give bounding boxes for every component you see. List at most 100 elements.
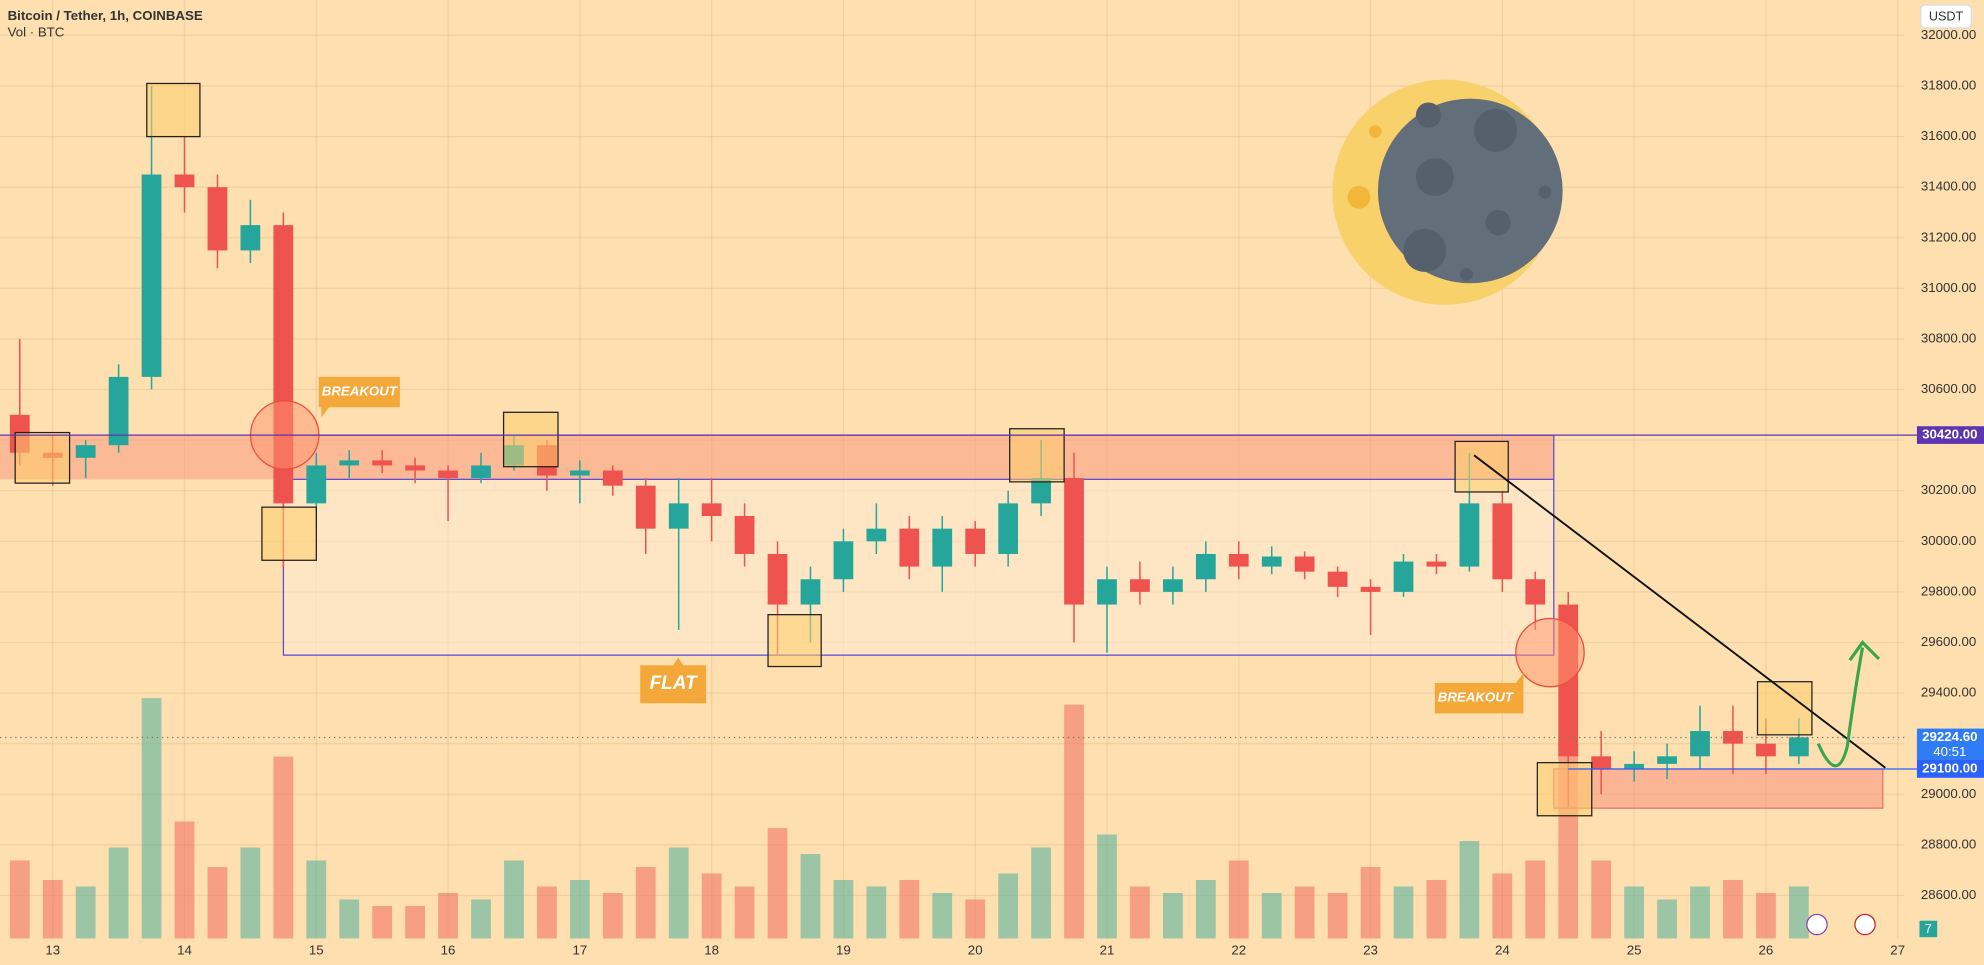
countdown: 40:51 (1933, 744, 1966, 759)
chart-title: Bitcoin / Tether, 1h, COINBASE (8, 8, 203, 23)
x-tick-label: 24 (1495, 943, 1510, 958)
candle-body (1097, 579, 1117, 605)
flag-icon[interactable] (1854, 913, 1876, 936)
price-tag (1916, 760, 1984, 778)
volume-bar (471, 899, 491, 939)
y-tick-label: 30200.00 (1921, 482, 1976, 497)
y-tick-label: 29000.00 (1921, 786, 1976, 801)
volume-bar (998, 873, 1019, 939)
volume-bar (1360, 866, 1381, 939)
candle-body (141, 174, 162, 377)
candle-body (405, 465, 426, 471)
y-tick-label: 29600.00 (1921, 634, 1976, 649)
volume-bar (1426, 879, 1447, 939)
volume-bar (569, 879, 590, 939)
candle-body (569, 470, 590, 476)
y-tick-label: 29400.00 (1921, 685, 1976, 700)
annotation: FLAT (650, 673, 698, 694)
annotation-bubble (640, 657, 707, 704)
candle-body (668, 503, 689, 529)
x-tick-label: 16 (441, 943, 456, 958)
x-tick-label: 18 (704, 943, 719, 958)
highlight-box (767, 614, 822, 668)
candle-body (372, 460, 393, 466)
y-tick-label: 31200.00 (1921, 229, 1976, 244)
y-tick-label: 30800.00 (1921, 330, 1976, 345)
volume-bar (1459, 841, 1480, 939)
volume-bar (1624, 886, 1645, 939)
y-tick-label: 28600.00 (1921, 887, 1976, 902)
currency-label[interactable]: USDT (1929, 9, 1964, 23)
trend-line (1473, 454, 1886, 769)
volume-bar (42, 879, 63, 939)
volume-bar (1064, 704, 1084, 939)
lightning-icon[interactable] (1806, 913, 1828, 936)
volume-bar (965, 899, 986, 939)
volume-bar (339, 899, 360, 939)
annotation: BREAKOUT (1438, 690, 1515, 705)
candle-body (932, 528, 953, 567)
price-tag-label: 29224.60 (1922, 729, 1977, 744)
projection-arrow (1816, 647, 1865, 768)
candle-body (1723, 731, 1743, 744)
badge-label[interactable]: 7 (1925, 922, 1932, 936)
candle-body (1624, 763, 1645, 769)
volume-bar (438, 892, 458, 939)
x-tick-label: 17 (572, 943, 587, 958)
y-tick-label: 30000.00 (1921, 533, 1976, 548)
highlight-box (261, 506, 317, 561)
volume-bar (1327, 892, 1348, 939)
volume-bar (1294, 886, 1315, 939)
volume-bar (1097, 834, 1117, 939)
candle-body (800, 579, 821, 605)
volume-bar (108, 847, 129, 939)
candle-body (1064, 478, 1084, 605)
x-tick-label: 15 (309, 943, 324, 958)
volume-bar (1162, 892, 1183, 939)
highlight-box (1536, 762, 1593, 817)
price-tag-label: 29100.00 (1922, 760, 1977, 775)
candle-body (174, 174, 195, 188)
x-tick-label: 26 (1759, 943, 1774, 958)
volume-bar (1525, 860, 1546, 939)
highlight-box (1454, 440, 1509, 493)
candle-body (833, 541, 854, 580)
volume-bar (932, 892, 953, 939)
candle-body (108, 376, 129, 446)
volume-bar (1492, 873, 1513, 939)
candle-body (471, 465, 491, 479)
x-tick-label: 25 (1627, 943, 1642, 958)
candle-body (635, 485, 656, 529)
candle-body (602, 470, 623, 486)
candle-body (339, 460, 360, 466)
candle-body (240, 225, 261, 251)
candle-body (701, 503, 722, 517)
y-tick-label: 31800.00 (1921, 78, 1976, 93)
highlight-box (1009, 428, 1065, 483)
volume-bar (1228, 860, 1249, 939)
volume-bar (1591, 860, 1612, 939)
candle-body (1294, 556, 1315, 572)
y-tick-label: 29800.00 (1921, 583, 1976, 598)
volume-bar (1756, 892, 1776, 939)
badge[interactable] (1919, 920, 1938, 938)
volume-bar (141, 698, 162, 939)
volume-bar (174, 821, 195, 939)
highlight-box (1756, 681, 1813, 736)
volume-bar (537, 886, 557, 939)
price-tag (1916, 426, 1984, 444)
volume-bar (9, 860, 30, 939)
candle-body (1327, 571, 1348, 587)
volume-bar (207, 866, 228, 939)
annotation-bubble (1434, 672, 1524, 714)
y-tick-label: 30600.00 (1921, 381, 1976, 396)
currency-button[interactable] (1920, 4, 1972, 29)
candle-body (899, 528, 920, 567)
x-tick-label: 21 (1100, 943, 1115, 958)
candle-body (866, 528, 887, 542)
volume-bar (734, 886, 755, 939)
candle-body (306, 465, 327, 504)
y-tick-label: 31600.00 (1921, 128, 1976, 143)
candle-body (1195, 553, 1216, 580)
